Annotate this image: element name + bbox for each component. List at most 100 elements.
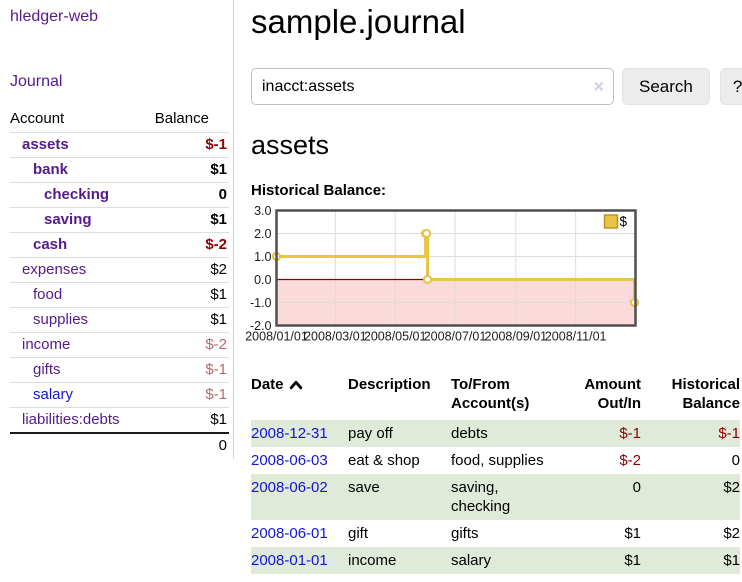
sidebar-account-food[interactable]: food [33, 286, 63, 303]
transaction-description: eat & shop [348, 452, 420, 469]
register-column-header-description: Description [348, 373, 451, 420]
transaction-date-link[interactable]: 2008-06-01 [251, 525, 328, 542]
accounts-total-spacer [10, 433, 155, 458]
search-button[interactable]: Search [622, 68, 710, 105]
register-row: 2008-06-01 gift gifts $1 $2 [251, 520, 740, 547]
register-header-row: Date Description To/From Account(s) Amount Ou… [251, 373, 740, 420]
register-column-header-tofrom-accounts: To/From Account(s) [451, 373, 563, 420]
transaction-balance: $1 [645, 547, 740, 574]
y-tick-label: -2.0 [250, 319, 272, 333]
chart-legend: $ [603, 214, 628, 229]
account-balance: $-1 [205, 136, 227, 153]
transaction-accounts: gifts [451, 525, 479, 542]
column-header-label: Historical [671, 376, 740, 393]
account-balance: $-2 [205, 336, 227, 353]
sidebar-account-assets[interactable]: assets [22, 136, 69, 153]
plot-border [275, 209, 637, 327]
column-header-label: Description [348, 376, 431, 393]
x-tick-label: 2008/05/01 [364, 330, 427, 344]
account-balance: $2 [210, 261, 227, 278]
accounts-column-header: Account [10, 106, 155, 133]
y-tick-label: 1.0 [254, 250, 271, 264]
account-row: income $-2 [10, 332, 229, 358]
search-input-wrapper: × [251, 68, 614, 105]
transaction-date-link[interactable]: 2008-06-03 [251, 452, 328, 469]
x-tick-label: 2008/03/01 [304, 330, 367, 344]
account-balance: $1 [210, 411, 227, 428]
page-title: sample.journal [251, 3, 466, 40]
transaction-amount: $-2 [619, 452, 641, 469]
sidebar-account-saving[interactable]: saving [44, 211, 92, 228]
data-point-marker [422, 274, 433, 285]
sidebar-account-bank[interactable]: bank [33, 161, 69, 178]
transaction-balance: $2 [645, 474, 740, 520]
account-balance: $1 [210, 161, 227, 178]
x-tick-label: 2008/01/01 [245, 330, 308, 344]
transaction-date-link[interactable]: 2008-12-31 [251, 425, 328, 442]
transaction-description: pay off [348, 420, 451, 447]
account-row: expenses $2 [10, 257, 229, 283]
balance-column-header: Balance [154, 106, 229, 133]
account-row: salary $-1 [10, 382, 229, 408]
transaction-description: income [348, 547, 451, 574]
legend-swatch [603, 214, 619, 229]
account-balance: $-2 [205, 236, 227, 253]
sidebar-item-journal[interactable]: Journal [10, 73, 63, 90]
register-row: 2008-06-02 save saving, checking 0 $2 [251, 474, 740, 520]
account-row: food $1 [10, 282, 229, 308]
account-row: supplies $1 [10, 307, 229, 333]
search-input[interactable] [251, 68, 614, 105]
register-row: 2008-12-31 pay off debts $-1 $-1 [251, 420, 740, 447]
transaction-accounts: food, supplies [451, 452, 544, 469]
clear-search-icon[interactable]: × [593, 76, 604, 97]
account-row: cash $-2 [10, 232, 229, 258]
balance-chart[interactable]: 3.0 2.0 1.0 0.0 -1.0 -2.02008/01/012008/03/01… [245, 204, 645, 352]
sidebar-account-liabilities-debts[interactable]: liabilities:debts [22, 411, 120, 428]
transaction-amount: $-1 [563, 420, 645, 447]
register-column-header-date[interactable]: Date [251, 373, 348, 420]
column-header-label: Account(s) [451, 395, 530, 412]
sidebar-account-gifts[interactable]: gifts [33, 361, 61, 378]
transaction-date-link[interactable]: 2008-06-02 [251, 479, 328, 496]
register-table-body: 2008-12-31 pay off debts $-1 $-1 2008-06-03 ea… [251, 420, 740, 574]
y-tick-label: -1.0 [250, 296, 272, 310]
transaction-amount: $1 [563, 547, 645, 574]
sidebar-account-income[interactable]: income [22, 336, 71, 353]
column-header-label: Out/In [597, 395, 641, 412]
accounts-total-value: 0 [218, 437, 227, 454]
chart-title: Historical Balance: [251, 182, 387, 199]
transaction-amount: 0 [563, 474, 645, 520]
x-tick-label: 2008/11/01 [545, 330, 607, 344]
account-balance: 0 [218, 186, 227, 203]
data-point-marker [421, 228, 432, 239]
account-balance: $1 [210, 311, 227, 328]
help-button[interactable]: ? [719, 68, 742, 105]
account-row: gifts $-1 [10, 357, 229, 383]
accounts-total-row: 0 [10, 433, 229, 458]
sidebar-account-supplies[interactable]: supplies [33, 311, 89, 328]
sidebar-account-salary[interactable]: salary [33, 386, 74, 403]
column-header-label: Balance [682, 395, 740, 412]
account-row: liabilities:debts $1 [10, 407, 229, 434]
column-header-label: Date [251, 376, 284, 393]
app-title-link[interactable]: hledger-web [10, 8, 99, 25]
sidebar-account-expenses[interactable]: expenses [22, 261, 87, 278]
account-balance: $-1 [205, 386, 227, 403]
column-header-label: To/From [451, 376, 510, 393]
sort-ascending-icon [289, 376, 303, 395]
sidebar-nav: Journal [10, 73, 229, 91]
register-row: 2008-06-03 eat & shop food, supplies $-2 0 [251, 447, 740, 474]
transaction-accounts: saving, checking [451, 474, 563, 520]
transaction-balance: 0 [731, 452, 740, 469]
y-tick-label: 3.0 [254, 204, 271, 218]
sidebar-account-cash[interactable]: cash [33, 236, 68, 253]
transaction-balance: $-1 [645, 420, 740, 447]
sidebar-account-checking[interactable]: checking [44, 186, 110, 203]
accounts-table: Account Balance assets $-1 bank $1 checking 0… [10, 106, 229, 458]
x-tick-label: 2008/09/01 [485, 330, 548, 344]
transaction-date-link[interactable]: 2008-01-01 [251, 552, 328, 569]
transaction-balance: $2 [723, 525, 740, 542]
transaction-description: gift [348, 525, 369, 542]
register-column-header-amount-outin: Amount Out/In [563, 373, 645, 420]
